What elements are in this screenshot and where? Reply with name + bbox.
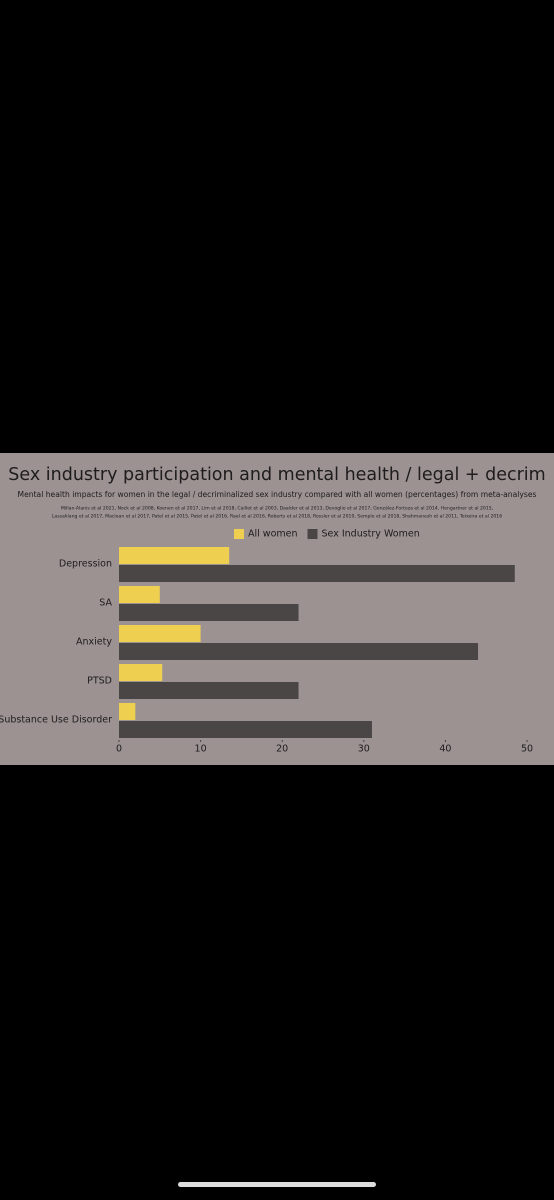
chart-subtitle: Mental health impacts for women in the l… (18, 490, 537, 499)
x-tick-label: 50 (521, 744, 533, 755)
category-label: PTSD (87, 676, 112, 687)
bar (119, 547, 230, 564)
category-label: Substance Use Disorder (0, 715, 112, 726)
bar (119, 643, 479, 660)
x-tick-label: 0 (116, 744, 122, 755)
legend-swatch (234, 529, 244, 539)
bar (119, 703, 136, 720)
bar (119, 664, 163, 681)
x-tick-label: 40 (439, 744, 451, 755)
x-tick-label: 30 (358, 744, 370, 755)
home-indicator (178, 1182, 376, 1187)
bar (119, 721, 372, 738)
x-tick-label: 20 (276, 744, 288, 755)
sources: Millan-Alanis et al 2021, Nock et al 200… (61, 505, 494, 512)
bar (119, 565, 515, 582)
category-label: Depression (59, 559, 112, 570)
category-label: SA (99, 598, 112, 609)
chart-title: Sex industry participation and mental he… (8, 465, 545, 485)
category-label: Anxiety (76, 637, 112, 648)
legend-label: Sex Industry Women (322, 529, 420, 540)
legend-label: All women (248, 529, 298, 540)
bar (119, 625, 201, 642)
bar (119, 682, 299, 699)
bar (119, 586, 160, 603)
x-tick-label: 10 (195, 744, 207, 755)
legend-swatch (307, 529, 318, 539)
bar (119, 604, 299, 621)
sources: Lassaklang et al 2017, Maclean et al 201… (52, 514, 502, 520)
